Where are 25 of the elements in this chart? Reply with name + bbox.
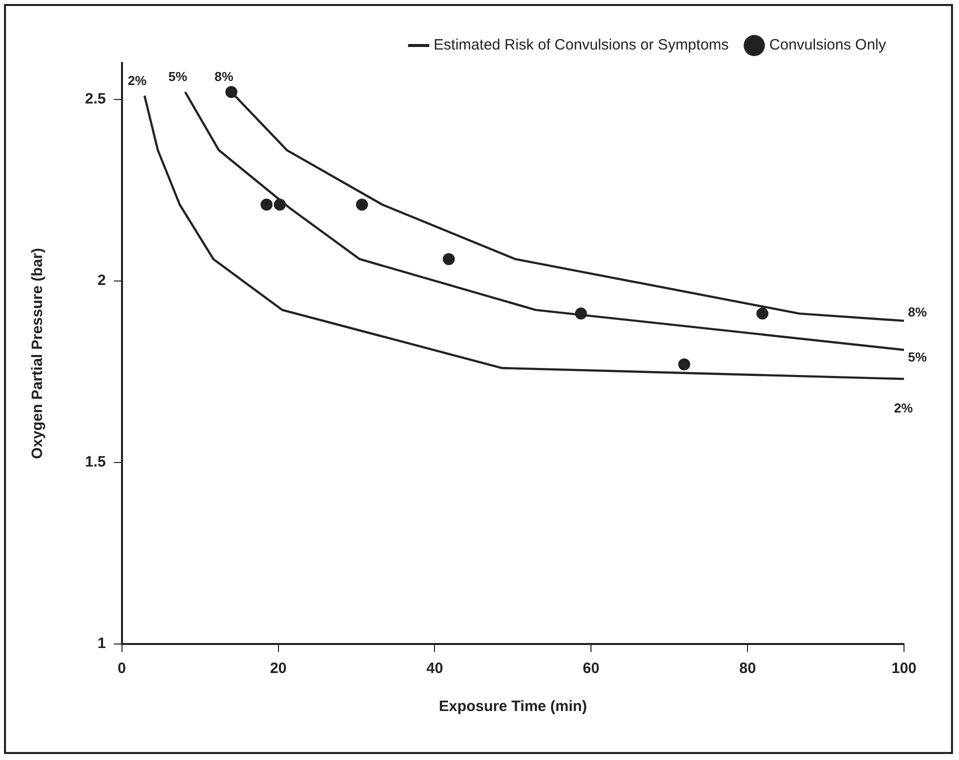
y-axis-title: Oxygen Partial Pressure (bar) — [29, 248, 46, 459]
text: 8% — [214, 69, 234, 84]
x-tick-label: 100 — [891, 660, 917, 678]
point — [442, 253, 455, 266]
series-label: 8% — [908, 304, 928, 320]
point — [756, 308, 768, 320]
legend-label: Convulsions Only — [769, 36, 886, 54]
x-tick-label: 0 — [118, 660, 126, 678]
series-label: 2% — [128, 72, 147, 88]
series-label: 5% — [908, 349, 928, 364]
legend-title: Estimated Risk of Convulsions or Symptoms — [434, 36, 729, 54]
y-tick-label: 2 — [98, 272, 106, 290]
point — [678, 358, 690, 370]
text: 2% — [894, 400, 913, 416]
x-tick-label: 80 — [739, 660, 756, 678]
y-tick-label: 1.5 — [84, 454, 106, 471]
y-tick-label: 1 — [98, 635, 106, 652]
x-tick-label: 60 — [582, 660, 600, 678]
x-tick-label: 20 — [270, 660, 287, 678]
x-axis-title: Exposure Time (min) — [438, 698, 587, 716]
x-tick-label: 40 — [426, 660, 444, 678]
text: 5% — [168, 69, 188, 84]
point — [356, 198, 368, 211]
y-tick-label: 2.5 — [84, 90, 106, 108]
point — [260, 198, 273, 211]
